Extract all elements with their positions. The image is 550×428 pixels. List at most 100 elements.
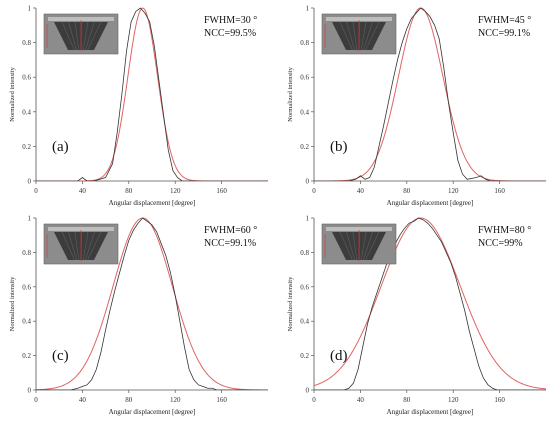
- x-axis-title: Angular displacement [degree]: [387, 199, 474, 207]
- y-tick-label: 0.4: [22, 318, 31, 326]
- fit-curve: [36, 217, 268, 390]
- y-tick-label: 0.4: [300, 318, 309, 326]
- x-tick-label: 0: [312, 396, 316, 404]
- inset-ray: [360, 21, 367, 51]
- inset-ray: [68, 231, 77, 261]
- y-tick-label: 0.2: [300, 143, 309, 151]
- x-tick-label: 160: [494, 396, 505, 404]
- y-axis-title: Normalized intensity: [287, 276, 294, 331]
- y-tick-label: 1: [28, 5, 32, 13]
- plot-area: [36, 7, 268, 181]
- y-tick-label: 0.2: [300, 352, 309, 360]
- inset-top-band: [48, 17, 114, 21]
- chart-panel-a: 0 40 80 120 160 0 0.2 0.4 0.6 0.8 1 Angular displac…: [9, 5, 268, 207]
- inset-ray: [61, 231, 75, 261]
- inset-ray: [339, 21, 353, 51]
- y-tick-label: 0.6: [22, 283, 31, 291]
- x-tick-label: 0: [34, 187, 38, 195]
- inset-ray: [365, 231, 380, 261]
- measured-curve: [36, 217, 268, 390]
- y-tick-label: 0: [306, 387, 310, 395]
- measured-curve: [314, 217, 546, 390]
- y-tick-label: 0.8: [22, 39, 31, 47]
- ncc-annotation: NCC=99%: [478, 238, 523, 249]
- inset-ray: [339, 231, 353, 261]
- y-tick-label: 0.8: [300, 249, 309, 257]
- inset-ray: [363, 21, 373, 51]
- x-axis-title: Angular displacement [degree]: [109, 408, 196, 416]
- fwhm-annotation: FWHM=45 °: [478, 15, 531, 26]
- fwhm-annotation: FWHM=80 °: [478, 225, 531, 236]
- chart-panel-b: 0 40 80 120 160 0 0.2 0.4 0.6 0.8 1 Angular displac…: [287, 5, 546, 207]
- x-tick-label: 160: [494, 187, 505, 195]
- y-axis-title: Normalized intensity: [287, 66, 294, 121]
- inset-image: [321, 223, 397, 265]
- y-tick-label: 1: [306, 5, 310, 13]
- inset-ray: [85, 231, 95, 261]
- inset-ray: [87, 231, 102, 261]
- x-tick-label: 120: [170, 187, 181, 195]
- x-tick-label: 40: [357, 396, 365, 404]
- y-tick-label: 0.4: [300, 108, 309, 116]
- x-tick-label: 80: [403, 187, 411, 195]
- ncc-annotation: NCC=99.1%: [204, 238, 256, 249]
- x-tick-label: 0: [34, 396, 38, 404]
- inset-ray: [360, 231, 367, 261]
- measured-curve: [36, 7, 268, 181]
- x-tick-label: 0: [312, 187, 316, 195]
- inset-ray: [365, 21, 380, 51]
- panel-label: (d): [330, 348, 348, 364]
- x-tick-label: 40: [79, 396, 87, 404]
- chart-panel-c: 0 40 80 120 160 0 0.2 0.4 0.6 0.8 1 Angular displac…: [9, 215, 268, 416]
- ncc-annotation: NCC=99.1%: [478, 28, 530, 39]
- y-tick-label: 0.6: [300, 283, 309, 291]
- fwhm-annotation: FWHM=30 °: [204, 15, 257, 26]
- inset-image: [43, 223, 119, 265]
- x-tick-label: 160: [216, 187, 227, 195]
- y-tick-label: 0: [306, 178, 310, 186]
- panel-label: (c): [52, 348, 69, 364]
- inset-ray: [346, 231, 355, 261]
- inset-ray: [82, 231, 89, 261]
- x-tick-label: 80: [125, 187, 133, 195]
- inset-ray: [346, 21, 355, 51]
- x-axis-title: Angular displacement [degree]: [109, 199, 196, 207]
- y-tick-label: 0.2: [22, 352, 31, 360]
- x-tick-label: 80: [125, 396, 133, 404]
- y-tick-label: 1: [306, 215, 310, 223]
- ncc-annotation: NCC=99.5%: [204, 28, 256, 39]
- inset-top-band: [326, 17, 392, 21]
- panel-label: (b): [330, 139, 348, 155]
- x-tick-label: 160: [216, 396, 227, 404]
- panel-label: (a): [52, 139, 69, 155]
- inset-ray: [82, 21, 89, 51]
- inset-ray: [74, 21, 80, 51]
- y-tick-label: 0: [28, 387, 32, 395]
- plot-area: [314, 7, 546, 181]
- fwhm-annotation: FWHM=60 °: [204, 225, 257, 236]
- x-tick-label: 120: [448, 187, 459, 195]
- y-tick-label: 0: [28, 178, 32, 186]
- y-axis-title: Normalized intensity: [9, 276, 16, 331]
- fit-curve: [314, 217, 546, 390]
- measured-curve: [314, 7, 546, 181]
- x-tick-label: 120: [448, 396, 459, 404]
- y-tick-label: 0.8: [300, 39, 309, 47]
- x-tick-label: 40: [357, 187, 365, 195]
- inset-ray: [87, 21, 102, 51]
- x-tick-label: 80: [403, 396, 411, 404]
- y-tick-label: 0.6: [22, 74, 31, 82]
- y-tick-label: 1: [28, 215, 32, 223]
- inset-top-band: [326, 227, 392, 231]
- y-tick-label: 0.6: [300, 74, 309, 82]
- inset-ray: [363, 231, 373, 261]
- x-tick-label: 120: [170, 396, 181, 404]
- plot-area: [314, 217, 546, 390]
- inset-ray: [61, 21, 75, 51]
- inset-top-band: [48, 227, 114, 231]
- inset-ray: [85, 21, 95, 51]
- y-tick-label: 0.4: [22, 108, 31, 116]
- y-tick-label: 0.2: [22, 143, 31, 151]
